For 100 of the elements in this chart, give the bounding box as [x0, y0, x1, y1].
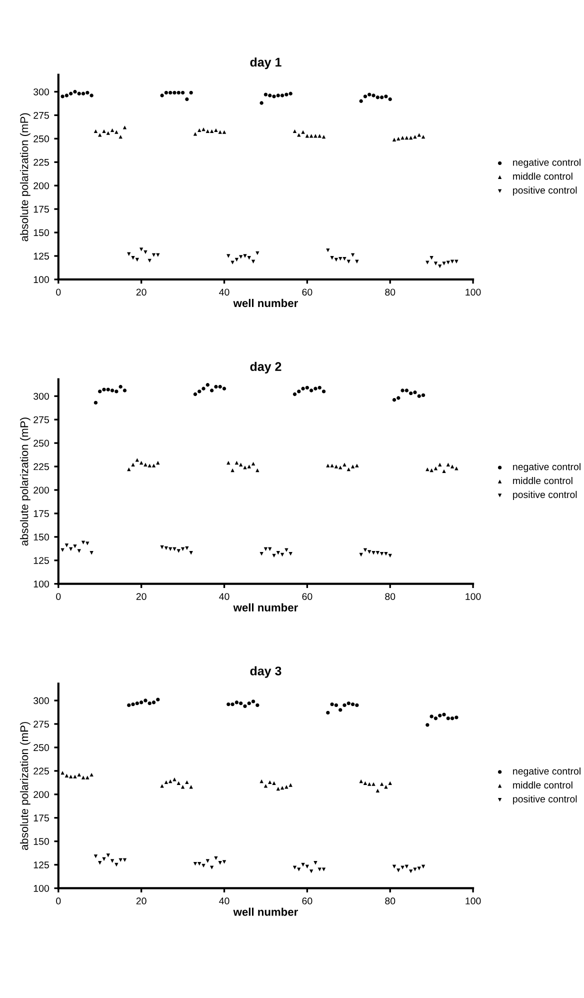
point [438, 264, 442, 268]
point [297, 868, 301, 872]
legend-label: positive control [513, 186, 577, 196]
point [264, 784, 268, 788]
point [446, 716, 450, 720]
point [94, 854, 98, 858]
point [260, 552, 264, 556]
point [396, 136, 400, 141]
point [292, 866, 297, 870]
point [90, 551, 94, 555]
point [264, 92, 268, 96]
y-tick-label: 300 [34, 392, 49, 400]
x-tick-label: 0 [56, 288, 61, 296]
point [404, 136, 409, 140]
point [264, 547, 268, 551]
point [322, 134, 326, 139]
point [330, 702, 334, 706]
y-tick-label: 200 [34, 182, 49, 190]
legend-label: middle control [513, 172, 572, 180]
point [434, 716, 438, 720]
point [400, 866, 404, 870]
y-tick-label: 125 [34, 861, 49, 868]
point [438, 714, 442, 718]
y-tick-label: 250 [34, 135, 49, 142]
point [172, 90, 176, 95]
point [77, 92, 81, 96]
point [350, 702, 355, 706]
point [239, 255, 243, 259]
x-axis-title: well number [233, 603, 298, 612]
point [218, 861, 222, 865]
y-tick-label: 175 [34, 510, 49, 518]
point [355, 703, 359, 708]
point [98, 861, 102, 865]
point [86, 776, 90, 780]
point [251, 260, 256, 264]
point [314, 386, 318, 390]
point [251, 462, 256, 466]
legend-label: negative control [513, 767, 580, 777]
point [180, 90, 185, 95]
point [144, 698, 148, 702]
point [346, 702, 350, 706]
point [135, 258, 140, 262]
y-tick-label: 100 [34, 884, 49, 892]
point [380, 782, 384, 786]
point [176, 90, 180, 95]
point [446, 260, 450, 264]
chart-title: day 2 [250, 362, 282, 374]
point [198, 862, 202, 866]
point [86, 90, 90, 95]
y-tick-label: 225 [34, 768, 49, 775]
x-tick-label: 40 [219, 593, 230, 600]
point [376, 788, 380, 792]
point [160, 94, 164, 98]
point [176, 781, 180, 785]
legend-label: middle control [513, 477, 572, 484]
y-tick-label: 275 [34, 416, 49, 424]
point [388, 781, 392, 785]
point [114, 390, 118, 394]
x-tick-label: 0 [56, 898, 61, 904]
point [118, 384, 122, 389]
point [247, 464, 251, 468]
point [288, 783, 292, 787]
x-tick-label: 20 [136, 593, 146, 600]
y-axis-title: absolute polarization (mP) [20, 113, 30, 242]
point [168, 90, 172, 95]
point [185, 780, 189, 784]
point [372, 782, 376, 786]
point [90, 772, 94, 776]
point [446, 462, 450, 466]
point [210, 866, 214, 870]
point [139, 700, 144, 704]
point [368, 550, 372, 554]
point [284, 92, 288, 96]
point [234, 460, 239, 465]
point [372, 94, 376, 98]
point [234, 700, 239, 704]
point [193, 132, 198, 136]
point [98, 390, 102, 394]
chart-title: day 1 [250, 57, 282, 70]
chart-title: day 3 [250, 666, 282, 678]
point [326, 248, 330, 252]
point [69, 547, 73, 551]
point [60, 548, 64, 552]
point [222, 386, 226, 390]
point [168, 779, 172, 784]
point [122, 858, 127, 862]
point [230, 702, 234, 706]
point [198, 128, 202, 132]
point [309, 388, 314, 392]
point [226, 702, 230, 706]
y-tick-label: 225 [34, 463, 49, 470]
point [380, 96, 384, 100]
point [380, 552, 384, 556]
point [152, 700, 156, 704]
y-tick-label: 150 [34, 838, 49, 845]
point [368, 92, 372, 96]
point [156, 253, 160, 257]
point [73, 774, 77, 778]
point [218, 384, 222, 389]
point [346, 467, 350, 472]
